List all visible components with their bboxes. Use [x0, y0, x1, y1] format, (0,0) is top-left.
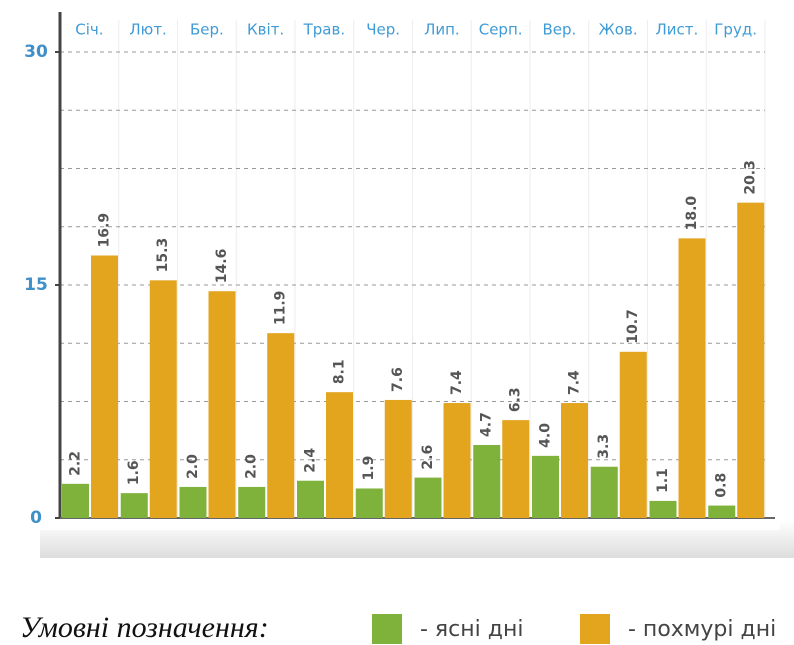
bar [678, 238, 706, 518]
x-tick-label: Серп. [479, 21, 523, 39]
value-label: 10.7 [625, 309, 641, 344]
value-label: 15.3 [155, 238, 171, 273]
value-label: 7.4 [449, 370, 465, 395]
legend-label: - похмурі дні [628, 617, 776, 642]
x-tick-label: Бер. [190, 21, 224, 39]
value-label: 2.2 [68, 451, 84, 476]
value-label: 11.9 [273, 291, 289, 326]
value-label: 14.6 [214, 249, 230, 284]
value-label: 2.6 [420, 445, 436, 470]
legend-swatch [580, 614, 610, 644]
bar [297, 480, 324, 518]
value-label: 7.6 [390, 367, 406, 392]
bar [561, 403, 588, 518]
value-label: 2.0 [244, 454, 260, 479]
bar [120, 493, 148, 518]
value-label: 6.3 [508, 387, 524, 412]
bar [502, 420, 530, 518]
legend-title: Умовні позначення: [20, 611, 269, 644]
y-tick-label: 15 [24, 275, 48, 295]
value-label: 4.0 [538, 423, 554, 448]
legend-swatch [372, 614, 402, 644]
x-tick-label: Лют. [129, 21, 166, 39]
bar [267, 333, 295, 518]
value-label: 1.9 [361, 456, 377, 481]
bar [355, 488, 383, 518]
x-tick-label: Лип. [424, 21, 460, 39]
bar [443, 403, 471, 518]
bar [737, 202, 765, 518]
value-label: 2.0 [185, 454, 201, 479]
bar [590, 466, 618, 518]
value-label: 0.8 [714, 473, 730, 498]
x-tick-label: Жов. [599, 21, 638, 39]
x-tick-label: Січ. [75, 21, 103, 39]
bar [473, 444, 501, 518]
x-tick-label: Лист. [655, 21, 698, 39]
bar [532, 455, 559, 518]
x-tick-label: Квіт. [247, 21, 284, 39]
bar [91, 255, 118, 518]
x-tick-label: Вер. [542, 21, 576, 39]
bar [619, 351, 647, 518]
bar [384, 399, 412, 518]
value-label: 16.9 [97, 213, 113, 248]
x-tick-label: Трав. [303, 21, 345, 39]
legend-label: - ясні дні [420, 617, 523, 642]
bar [649, 500, 677, 518]
value-label: 2.4 [303, 448, 319, 473]
bar [238, 486, 266, 518]
y-tick-label: 30 [24, 42, 48, 62]
value-label: 20.3 [743, 160, 759, 195]
bar [326, 392, 353, 518]
bar [708, 505, 736, 518]
value-label: 8.1 [332, 359, 348, 384]
value-label: 3.3 [596, 434, 612, 459]
bar [62, 483, 89, 518]
y-tick-label: 0 [30, 508, 42, 528]
value-label: 18.0 [684, 196, 700, 231]
value-label: 7.4 [567, 370, 583, 395]
bar [179, 486, 207, 518]
value-label: 1.6 [126, 460, 142, 485]
x-tick-label: Чер. [366, 21, 400, 39]
value-label: 4.7 [479, 412, 495, 437]
bar [149, 280, 177, 518]
bar [414, 477, 442, 518]
bar [208, 291, 236, 518]
value-label: 1.1 [655, 468, 671, 493]
x-tick-label: Груд. [714, 21, 757, 39]
